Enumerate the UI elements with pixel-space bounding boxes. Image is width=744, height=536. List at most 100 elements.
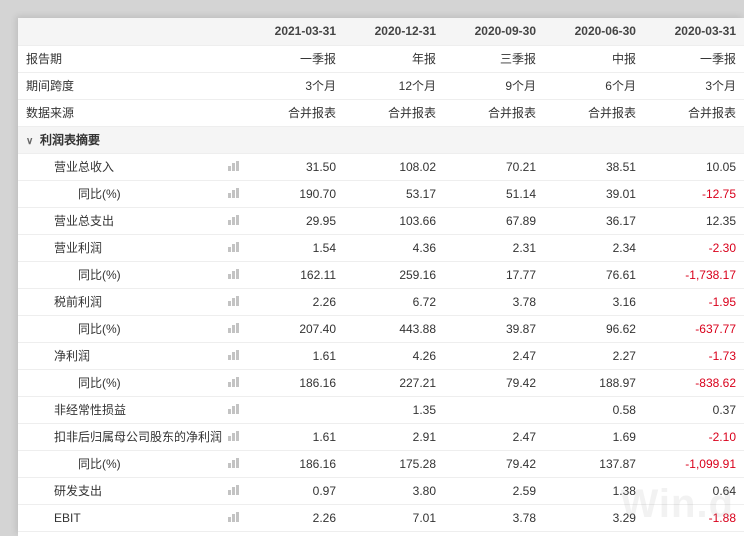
row-label: 同比(%) xyxy=(18,315,220,342)
cell: 2.27 xyxy=(544,342,644,369)
row-label: 报告期 xyxy=(18,45,220,72)
cell: 三季报 xyxy=(444,45,544,72)
chart-icon-cell[interactable] xyxy=(220,234,244,261)
cell: 29.95 xyxy=(244,207,344,234)
cell: 96.62 xyxy=(544,315,644,342)
row-label: EBITDA xyxy=(18,531,220,536)
cell: 108.02 xyxy=(344,153,444,180)
chart-icon-cell[interactable] xyxy=(220,261,244,288)
cell: 186.16 xyxy=(244,369,344,396)
col-header[interactable]: 2020-09-30 xyxy=(444,18,544,45)
cell: -1,099.91 xyxy=(644,450,744,477)
chart-icon-cell[interactable] xyxy=(220,369,244,396)
cell: 12个月 xyxy=(344,72,444,99)
row-label: 同比(%) xyxy=(18,180,220,207)
chart-icon xyxy=(228,188,240,198)
cell: 10.05 xyxy=(644,153,744,180)
cell: 53.17 xyxy=(344,180,444,207)
cell: 8.81 xyxy=(344,531,444,536)
table-row: 同比(%)186.16175.2879.42137.87-1,099.91 xyxy=(18,450,744,477)
cell: 70.21 xyxy=(444,153,544,180)
cell: -2.30 xyxy=(644,234,744,261)
cell: 2.47 xyxy=(444,342,544,369)
table-row: 同比(%)190.7053.1751.1439.01-12.75 xyxy=(18,180,744,207)
cell: 2.26 xyxy=(244,504,344,531)
row-label: 税前利润 xyxy=(18,288,220,315)
cell: -1.73 xyxy=(644,342,744,369)
row-label: 营业总支出 xyxy=(18,207,220,234)
cell: 79.42 xyxy=(444,450,544,477)
chart-icon xyxy=(228,242,240,252)
cell: 17.77 xyxy=(444,261,544,288)
table-row: EBITDA8.814.06-1.49 xyxy=(18,531,744,536)
col-header[interactable]: 2020-12-31 xyxy=(344,18,444,45)
cell: 3个月 xyxy=(644,72,744,99)
cell: 207.40 xyxy=(244,315,344,342)
cell: 合并报表 xyxy=(244,99,344,126)
cell: 1.69 xyxy=(544,423,644,450)
chart-icon xyxy=(228,161,240,171)
cell: -1,738.17 xyxy=(644,261,744,288)
table-row: 同比(%)186.16227.2179.42188.97-838.62 xyxy=(18,369,744,396)
cell: 9个月 xyxy=(444,72,544,99)
chart-icon xyxy=(228,431,240,441)
cell: -1.95 xyxy=(644,288,744,315)
chart-icon xyxy=(228,296,240,306)
cell: 190.70 xyxy=(244,180,344,207)
table-row: 营业总收入31.50108.0270.2138.5110.05 xyxy=(18,153,744,180)
cell: -1.88 xyxy=(644,504,744,531)
chart-icon-cell[interactable] xyxy=(220,288,244,315)
cell: 443.88 xyxy=(344,315,444,342)
cell xyxy=(244,396,344,423)
chart-icon xyxy=(228,377,240,387)
cell: 3.78 xyxy=(444,288,544,315)
table-row: 同比(%)207.40443.8839.8796.62-637.77 xyxy=(18,315,744,342)
chart-icon-cell[interactable] xyxy=(220,342,244,369)
cell: 一季报 xyxy=(644,45,744,72)
expand-icon: ∨ xyxy=(26,136,36,147)
row-label: 期间跨度 xyxy=(18,72,220,99)
col-header[interactable]: 2021-03-31 xyxy=(244,18,344,45)
cell: 39.01 xyxy=(544,180,644,207)
chart-icon-cell[interactable] xyxy=(220,450,244,477)
cell: 76.61 xyxy=(544,261,644,288)
cell: 3.29 xyxy=(544,504,644,531)
chart-icon-cell[interactable] xyxy=(220,207,244,234)
row-label: 同比(%) xyxy=(18,261,220,288)
chart-icon-cell[interactable] xyxy=(220,153,244,180)
cell: 2.59 xyxy=(444,477,544,504)
cell: 38.51 xyxy=(544,153,644,180)
cell: 227.21 xyxy=(344,369,444,396)
section-header[interactable]: ∨利润表摘要 xyxy=(18,126,744,153)
table-row: 营业总支出29.95103.6667.8936.1712.35 xyxy=(18,207,744,234)
chart-icon-cell[interactable] xyxy=(220,477,244,504)
cell: 合并报表 xyxy=(344,99,444,126)
cell: 67.89 xyxy=(444,207,544,234)
cell: 162.11 xyxy=(244,261,344,288)
cell: 4.06 xyxy=(544,531,644,536)
cell: -838.62 xyxy=(644,369,744,396)
chart-icon-cell[interactable] xyxy=(220,504,244,531)
cell: 2.91 xyxy=(344,423,444,450)
chart-icon-cell[interactable] xyxy=(220,396,244,423)
cell: 合并报表 xyxy=(644,99,744,126)
chart-icon-cell[interactable] xyxy=(220,423,244,450)
cell: 6个月 xyxy=(544,72,644,99)
table-row: 扣非后归属母公司股东的净利润1.612.912.471.69-2.10 xyxy=(18,423,744,450)
col-header[interactable]: 2020-06-30 xyxy=(544,18,644,45)
row-label: 研发支出 xyxy=(18,477,220,504)
cell: 年报 xyxy=(344,45,444,72)
chart-icon-cell[interactable] xyxy=(220,180,244,207)
cell: 6.72 xyxy=(344,288,444,315)
col-header[interactable]: 2020-03-31 xyxy=(644,18,744,45)
row-label: 营业总收入 xyxy=(18,153,220,180)
cell: -2.10 xyxy=(644,423,744,450)
cell: 0.58 xyxy=(544,396,644,423)
cell: 3.80 xyxy=(344,477,444,504)
chart-icon xyxy=(228,350,240,360)
chart-icon-cell[interactable] xyxy=(220,531,244,536)
cell: 51.14 xyxy=(444,180,544,207)
cell: 186.16 xyxy=(244,450,344,477)
chart-icon-cell[interactable] xyxy=(220,315,244,342)
cell: 一季报 xyxy=(244,45,344,72)
